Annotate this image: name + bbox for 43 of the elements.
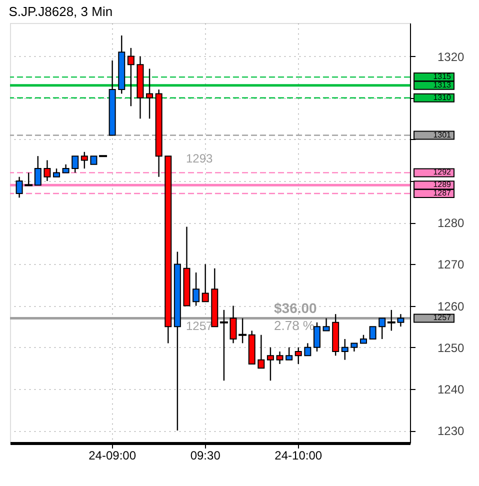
candlestick: [258, 334, 265, 369]
candlestick: [276, 350, 284, 365]
annotation: 1293: [186, 152, 214, 166]
candlestick: [34, 155, 42, 186]
annotation: 1257: [186, 319, 214, 334]
candlestick: [146, 68, 154, 120]
annotation: 2.78 %: [274, 318, 315, 334]
candlestick: [378, 318, 386, 340]
y-tick-label: 1240: [438, 382, 465, 396]
ref-line-label: 1313: [433, 80, 452, 90]
candlestick: [127, 47, 134, 107]
candlestick: [294, 346, 302, 365]
ref-line-label: 1310: [433, 92, 452, 102]
ref-line-label: 1292: [433, 168, 452, 177]
candlestick: [266, 346, 274, 382]
y-tick-label: 1280: [438, 216, 465, 230]
ref-line-label: 1301: [433, 130, 452, 140]
x-tick-label: 24-10:00: [274, 448, 322, 462]
candlestick: [369, 326, 376, 340]
x-tick-label: 24-09:00: [88, 448, 136, 462]
candlestick: [220, 309, 228, 382]
y-tick-label: 1260: [438, 299, 465, 314]
candlestick: [286, 346, 293, 360]
y-tick-label: 1250: [438, 340, 465, 355]
candlestick: [322, 318, 330, 332]
candlestick: [304, 342, 312, 356]
x-tick-label: 09:30: [190, 448, 221, 462]
ref-line-label: 1257: [433, 313, 452, 322]
y-tick-label: 1320: [438, 50, 465, 64]
annotation: $36.00: [274, 300, 318, 316]
y-tick-label: 1270: [438, 258, 465, 272]
candlestick: [341, 338, 348, 360]
ref-line-label: 1315: [433, 72, 452, 82]
ref-line-label: 1289: [433, 180, 452, 190]
candlestick: [72, 155, 79, 174]
y-tick-label: 1230: [438, 424, 465, 438]
chart-title: S.JP.J8628, 3 Min: [8, 4, 113, 19]
candlestick: [44, 160, 51, 182]
candlestick: [313, 322, 320, 352]
candlestick: [202, 264, 209, 302]
candlestick: [192, 272, 200, 306]
candlestick: [80, 151, 88, 170]
ref-line-label: 1287: [433, 188, 452, 198]
